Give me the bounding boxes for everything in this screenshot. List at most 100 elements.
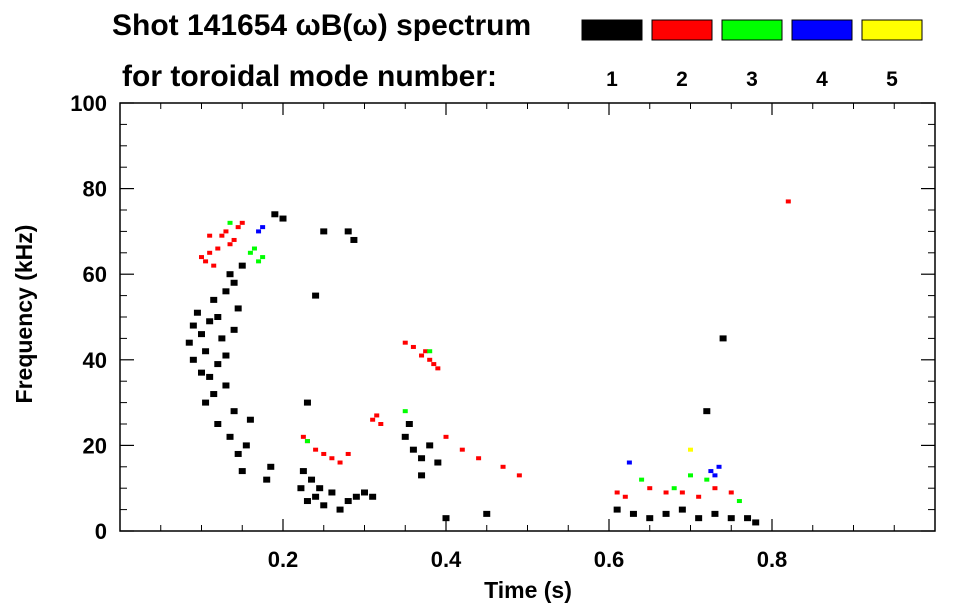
data-point-n1 (442, 515, 450, 522)
legend-label-5: 5 (886, 68, 898, 91)
data-point-n1 (361, 489, 368, 496)
data-point-n2 (647, 486, 653, 491)
data-point-n2 (419, 353, 425, 358)
data-point-n3 (688, 473, 693, 478)
legend-label-3: 3 (746, 68, 758, 91)
data-point-n1 (344, 498, 352, 505)
data-point-n1 (226, 271, 234, 278)
data-point-n1 (752, 519, 760, 526)
data-point-n2 (712, 486, 718, 491)
data-point-n1 (719, 335, 727, 342)
data-point-n1 (350, 236, 358, 243)
data-point-n1 (218, 335, 226, 342)
data-point-n1 (308, 476, 316, 483)
data-point-n2 (785, 199, 791, 204)
legend-swatch-5 (861, 19, 923, 41)
data-point-n1 (320, 228, 328, 235)
data-point-n1 (214, 421, 222, 427)
legend-label-2: 2 (676, 68, 688, 91)
data-point-n1 (727, 515, 735, 522)
data-point-n4 (256, 229, 262, 234)
data-point-n1 (242, 442, 250, 449)
data-point-n1 (206, 318, 214, 325)
data-point-n2 (231, 237, 237, 242)
data-point-n1 (744, 515, 752, 522)
data-point-n1 (678, 506, 686, 513)
data-point-n1 (629, 510, 637, 517)
data-point-n1 (222, 352, 230, 359)
chart-title-line1: Shot 141654 ωB(ω) spectrum (112, 9, 531, 42)
data-point-n1 (703, 408, 711, 415)
data-point-n2 (207, 233, 213, 238)
data-point-n1 (352, 493, 360, 500)
data-point-n2 (431, 362, 437, 367)
data-point-n3 (256, 259, 262, 264)
data-point-n1 (238, 468, 246, 475)
data-point-n1 (202, 348, 210, 355)
data-point-n1 (263, 476, 271, 483)
plot-marks (185, 199, 791, 526)
data-point-n1 (328, 489, 336, 496)
data-point-n1 (483, 510, 491, 517)
y-tick-label: 60 (83, 262, 107, 287)
data-point-n2 (313, 447, 319, 452)
y-tick-label: 80 (83, 177, 107, 202)
data-point-n1 (303, 399, 311, 406)
data-point-n2 (459, 447, 465, 452)
data-point-n1 (238, 262, 246, 269)
y-axis-label: Frequency (kHz) (11, 225, 37, 404)
data-point-n2 (219, 233, 225, 238)
data-point-n2 (223, 229, 229, 234)
data-point-n1 (210, 391, 218, 398)
data-point-n1 (230, 279, 238, 286)
data-point-n1 (267, 463, 275, 470)
data-point-n1 (234, 305, 242, 312)
data-point-n2 (329, 456, 335, 461)
data-point-n2 (410, 344, 416, 349)
data-point-n4 (260, 225, 266, 230)
data-point-n2 (207, 250, 213, 255)
data-point-n1 (303, 498, 311, 505)
x-tick-label: 0.8 (757, 547, 788, 572)
data-point-n4 (626, 460, 632, 465)
data-point-n3 (671, 486, 677, 491)
data-point-n3 (402, 409, 408, 414)
data-point-n1 (222, 288, 230, 295)
data-point-n4 (708, 469, 714, 474)
data-point-n1 (320, 502, 328, 509)
x-tick-label: 0.6 (594, 547, 625, 572)
data-point-n2 (235, 225, 241, 230)
data-point-n2 (203, 259, 209, 264)
data-point-n2 (227, 242, 233, 247)
data-point-n1 (230, 408, 238, 415)
y-tick-label: 100 (70, 91, 107, 116)
y-tick-label: 0 (95, 519, 107, 544)
data-point-n3 (427, 349, 433, 354)
chart-title-line2: for toroidal mode number: (122, 60, 497, 93)
data-point-n2 (728, 490, 734, 495)
data-point-n4 (716, 464, 722, 469)
data-point-n2 (435, 366, 441, 371)
data-point-n2 (321, 451, 327, 456)
data-point-n2 (211, 263, 217, 268)
data-point-n1 (299, 468, 307, 475)
x-tick-label: 0.2 (268, 547, 299, 572)
data-point-n1 (695, 515, 703, 522)
data-point-n1 (662, 510, 670, 517)
data-point-n1 (214, 361, 222, 368)
data-point-n1 (418, 472, 426, 479)
data-point-n1 (336, 506, 344, 513)
data-point-n1 (426, 442, 434, 449)
data-point-n1 (210, 296, 218, 303)
data-point-n2 (337, 460, 343, 465)
data-point-n2 (516, 473, 522, 478)
axes: 0.2 0.4 0.6 0.8 0 20 40 60 80 100 (70, 91, 936, 572)
data-point-n2 (215, 246, 221, 251)
data-point-n1 (246, 416, 254, 423)
data-point-n2 (696, 494, 702, 499)
data-point-n1 (279, 215, 287, 222)
data-point-n2 (476, 456, 482, 461)
data-point-n1 (405, 421, 413, 427)
data-point-n2 (500, 464, 506, 469)
